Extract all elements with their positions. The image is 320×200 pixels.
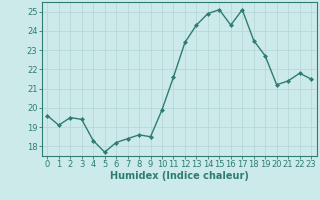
X-axis label: Humidex (Indice chaleur): Humidex (Indice chaleur)	[110, 171, 249, 181]
